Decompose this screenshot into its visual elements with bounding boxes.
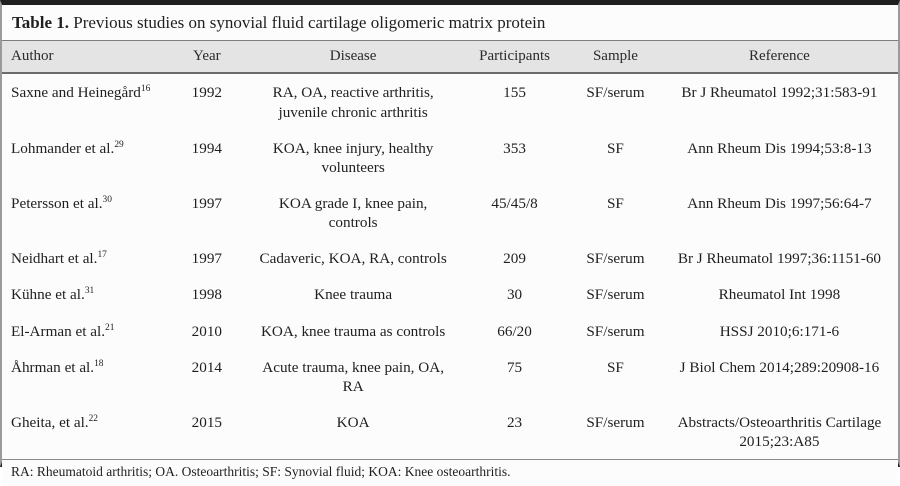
column-header-year: Year bbox=[166, 40, 248, 75]
disease-cell: KOA, knee trauma as controls bbox=[260, 322, 446, 340]
year-cell: 1997 bbox=[191, 194, 222, 212]
reference-cell: Ann Rheum Dis 1994;53:8-13 bbox=[687, 139, 872, 157]
participants-cell: 23 bbox=[506, 413, 523, 431]
author-cell: Åhrman et al.18 bbox=[2, 349, 166, 404]
participants-cell: 155 bbox=[503, 84, 526, 102]
table-row: Lohmander et al.29 1994 KOA, knee injury… bbox=[2, 130, 898, 185]
reference-cell: Br J Rheumatol 1992;31:583-91 bbox=[681, 84, 878, 102]
author-cell: El-Arman et al.21 bbox=[2, 313, 166, 349]
author-cell: Kühne et al.31 bbox=[2, 276, 166, 312]
year-cell: 2010 bbox=[191, 322, 222, 340]
sample-cell: SF bbox=[606, 358, 624, 376]
column-header-participants: Participants bbox=[459, 40, 571, 75]
author-name: Kühne et al. bbox=[11, 286, 85, 304]
reference-cell: Abstracts/Osteoarthritis Cartilage 2015;… bbox=[677, 413, 882, 451]
column-header-sample: Sample bbox=[570, 40, 661, 75]
table-row: Kühne et al.31 1998 Knee trauma 30 SF/se… bbox=[2, 276, 898, 312]
author-name: Petersson et al. bbox=[11, 194, 103, 212]
participants-cell: 353 bbox=[503, 139, 526, 157]
table-title-label: Table 1. bbox=[12, 13, 70, 32]
participants-cell: 45/45/8 bbox=[491, 194, 538, 212]
year-cell: 1992 bbox=[191, 84, 222, 102]
disease-cell: Acute trauma, knee pain, OA, RA bbox=[262, 358, 444, 395]
author-citation-sup: 16 bbox=[140, 84, 151, 95]
participants-cell: 209 bbox=[503, 250, 526, 268]
author-citation-sup: 31 bbox=[84, 286, 95, 297]
author-name: Lohmander et al. bbox=[11, 139, 115, 157]
author-citation-sup: 29 bbox=[114, 139, 124, 150]
author-name: Gheita, et al. bbox=[11, 413, 89, 431]
sample-cell: SF bbox=[606, 139, 624, 157]
participants-cell: 75 bbox=[506, 358, 523, 376]
year-cell: 1994 bbox=[191, 139, 222, 157]
table-footnote: RA: Rheumatoid arthritis; OA. Osteoarthr… bbox=[2, 459, 898, 486]
author-citation-sup: 30 bbox=[102, 194, 112, 205]
sample-cell: SF/serum bbox=[586, 413, 645, 431]
reference-cell: J Biol Chem 2014;289:20908-16 bbox=[679, 358, 880, 376]
author-name: El-Arman et al. bbox=[11, 322, 106, 340]
year-cell: 1997 bbox=[191, 250, 222, 268]
participants-cell: 30 bbox=[506, 286, 523, 304]
disease-cell: KOA grade I, knee pain, controls bbox=[278, 194, 428, 232]
author-citation-sup: 17 bbox=[97, 250, 107, 261]
table-title: Table 1. Previous studies on synovial fl… bbox=[2, 5, 898, 41]
table-row: Saxne and Heinegård16 1992 RA, OA, react… bbox=[2, 73, 898, 129]
author-name: Saxne and Heinegård bbox=[11, 84, 141, 102]
author-cell: Saxne and Heinegård16 bbox=[2, 73, 166, 129]
column-header-author: Author bbox=[2, 40, 167, 75]
author-cell: Neidhart et al.17 bbox=[2, 240, 166, 276]
author-cell: Lohmander et al.29 bbox=[2, 130, 166, 185]
author-cell: Gheita, et al.22 bbox=[2, 404, 166, 459]
year-cell: 2015 bbox=[191, 413, 222, 431]
author-citation-sup: 21 bbox=[105, 322, 115, 333]
column-header-disease: Disease bbox=[247, 40, 460, 75]
disease-cell: Knee trauma bbox=[314, 286, 393, 304]
disease-cell: KOA, knee injury, healthy volunteers bbox=[272, 139, 434, 176]
sample-cell: SF/serum bbox=[586, 84, 645, 102]
sample-cell: SF/serum bbox=[586, 322, 645, 340]
disease-cell: Cadaveric, KOA, RA, controls bbox=[259, 250, 447, 268]
table-row: El-Arman et al.21 2010 KOA, knee trauma … bbox=[2, 313, 898, 349]
year-cell: 1998 bbox=[191, 286, 222, 304]
disease-cell: KOA bbox=[336, 413, 370, 431]
year-cell: 2014 bbox=[191, 358, 222, 376]
reference-cell: Ann Rheum Dis 1997;56:64-7 bbox=[687, 194, 872, 212]
column-header-reference: Reference bbox=[660, 40, 898, 75]
author-name: Åhrman et al. bbox=[11, 358, 95, 376]
author-citation-sup: 22 bbox=[88, 413, 98, 424]
disease-cell: RA, OA, reactive arthritis, juvenile chr… bbox=[272, 84, 434, 121]
table-header-row: Author Year Disease Participants Sample … bbox=[2, 40, 898, 75]
table-row: Neidhart et al.17 1997 Cadaveric, KOA, R… bbox=[2, 240, 898, 276]
studies-table: Author Year Disease Participants Sample … bbox=[2, 40, 898, 459]
table-row: Åhrman et al.18 2014 Acute trauma, knee … bbox=[2, 349, 898, 404]
sample-cell: SF/serum bbox=[586, 250, 645, 268]
table-row: Gheita, et al.22 2015 KOA 23 SF/serum Ab… bbox=[2, 404, 898, 459]
sample-cell: SF/serum bbox=[586, 286, 645, 304]
reference-cell: Rheumatol Int 1998 bbox=[718, 286, 841, 304]
participants-cell: 66/20 bbox=[497, 322, 532, 340]
reference-cell: Br J Rheumatol 1997;36:1151-60 bbox=[677, 250, 882, 268]
author-cell: Petersson et al.30 bbox=[2, 185, 166, 240]
reference-cell: HSSJ 2010;6:171-6 bbox=[719, 322, 840, 340]
sample-cell: SF bbox=[606, 194, 624, 212]
table-row: Petersson et al.30 1997 KOA grade I, kne… bbox=[2, 185, 898, 240]
author-citation-sup: 18 bbox=[94, 358, 104, 369]
author-name: Neidhart et al. bbox=[11, 250, 98, 268]
table-title-text: Previous studies on synovial fluid carti… bbox=[69, 13, 546, 32]
